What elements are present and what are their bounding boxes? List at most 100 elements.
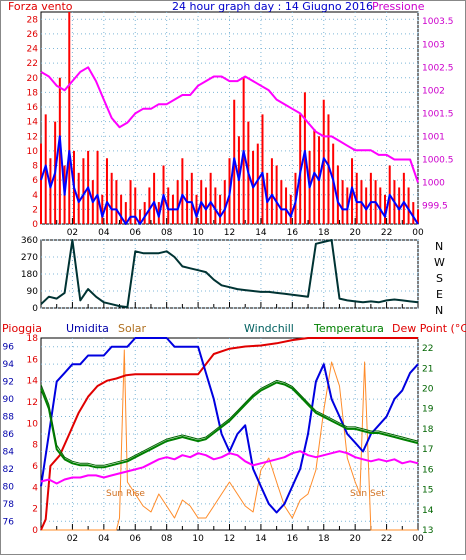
- wind-avg-line: [40, 135, 419, 225]
- p2-left-tick-3: 270: [21, 253, 38, 263]
- p3-rain-tick-1: 2: [32, 505, 38, 515]
- sun-set-annotation: Sun Set: [350, 489, 385, 499]
- p1-right-tick-8: 1003.5: [422, 17, 454, 27]
- x-tick-label-0-11: 00: [412, 228, 424, 238]
- p3-temp-tick-1: 14: [422, 506, 434, 516]
- x-tick-label-0-8: 18: [318, 228, 330, 238]
- p3-humidity-tick-7: 90: [3, 395, 15, 405]
- p1-left-tick-8: 16: [27, 103, 39, 113]
- x-tick-label-2-9: 20: [349, 534, 361, 544]
- dewpoint-label: Dew Point (°C): [392, 322, 466, 335]
- windchill-line: [40, 381, 419, 469]
- p3-humidity-tick-8: 92: [3, 378, 14, 388]
- compass-north-top: N: [435, 240, 443, 253]
- p1-left-tick-7: 14: [27, 118, 39, 128]
- compass-north-bottom: N: [435, 304, 443, 317]
- x-tick-label-2-1: 04: [98, 534, 110, 544]
- x-tick-label-2-7: 16: [287, 534, 299, 544]
- p3-humidity-tick-10: 96: [3, 343, 15, 353]
- p3-humidity-tick-2: 80: [3, 482, 15, 492]
- solar-label: Solar: [118, 322, 147, 335]
- dewpoint-line: [40, 450, 419, 485]
- x-tick-label-0-2: 06: [130, 228, 142, 238]
- p3-humidity-tick-0: 76: [3, 517, 15, 527]
- x-tick-label-0-0: 02: [67, 228, 78, 238]
- x-tick-label-2-6: 14: [255, 534, 267, 544]
- p2-left-tick-1: 90: [27, 287, 39, 297]
- x-tick-label-0-9: 20: [349, 228, 361, 238]
- temperature-label: Temperatura: [313, 322, 384, 335]
- pressure-label: Pressione: [372, 0, 425, 13]
- x-tick-label-2-5: 12: [224, 534, 235, 544]
- p3-temp-tick-2: 15: [422, 486, 433, 496]
- p1-left-tick-1: 2: [32, 205, 38, 215]
- p1-left-tick-11: 22: [27, 59, 38, 69]
- p1-left-tick-13: 26: [27, 30, 39, 40]
- x-tick-label-0-4: 10: [192, 228, 204, 238]
- p3-temp-tick-9: 22: [422, 344, 433, 354]
- p3-temp-tick-5: 18: [422, 425, 434, 435]
- rain-label: Pioggia: [2, 322, 42, 335]
- p3-humidity-tick-3: 82: [3, 465, 14, 475]
- p3-rain-tick-5: 10: [27, 419, 39, 429]
- series-layer: [40, 12, 419, 531]
- p3-temp-tick-8: 21: [422, 364, 433, 374]
- p1-right-tick-4: 1001.5: [422, 109, 454, 119]
- temperature-line: [40, 379, 419, 466]
- p3-humidity-tick-1: 78: [3, 500, 15, 510]
- compass-east: E: [436, 288, 443, 301]
- p3-rain-tick-7: 14: [27, 377, 39, 387]
- p1-left-tick-9: 18: [27, 88, 39, 98]
- x-tick-label-0-7: 16: [287, 228, 299, 238]
- x-tick-label-0-1: 04: [98, 228, 110, 238]
- wind-direction-line: [40, 239, 419, 309]
- p1-right-tick-3: 1001: [422, 132, 445, 142]
- p1-right-tick-6: 1002.5: [422, 63, 454, 73]
- x-tick-label-2-0: 02: [67, 534, 78, 544]
- solar-line: [41, 349, 418, 531]
- x-tick-label-2-8: 18: [318, 534, 330, 544]
- rain-line: [40, 337, 418, 531]
- p2-left-tick-2: 180: [21, 270, 38, 280]
- p1-left-tick-10: 20: [27, 74, 39, 84]
- p3-rain-tick-8: 16: [27, 355, 39, 365]
- p3-temp-tick-4: 17: [422, 445, 433, 455]
- chart-title: 24 hour graph day : 14 Giugno 2016: [172, 0, 373, 13]
- p1-right-tick-2: 1000.5: [422, 155, 454, 165]
- p3-temp-tick-7: 20: [422, 385, 434, 395]
- p3-rain-tick-3: 6: [32, 462, 38, 472]
- p1-left-tick-12: 24: [27, 45, 39, 55]
- compass-south: S: [436, 272, 443, 285]
- x-tick-label-0-5: 12: [224, 228, 235, 238]
- p1-left-tick-6: 12: [27, 132, 38, 142]
- p3-humidity-tick-5: 86: [3, 430, 15, 440]
- x-tick-label-2-2: 06: [130, 534, 142, 544]
- x-tick-label-2-11: 00: [412, 534, 424, 544]
- x-tick-label-2-10: 22: [381, 534, 392, 544]
- x-tick-label-0-3: 08: [161, 228, 173, 238]
- p1-right-tick-1: 1000: [422, 179, 445, 189]
- p2-left-tick-4: 360: [21, 236, 38, 246]
- p1-right-tick-5: 1002: [422, 86, 445, 96]
- sun-rise-annotation: Sun Rise: [106, 489, 145, 499]
- p3-rain-tick-6: 12: [27, 398, 38, 408]
- x-tick-label-0-10: 22: [381, 228, 392, 238]
- p1-left-tick-14: 28: [27, 15, 39, 25]
- p1-left-tick-2: 4: [32, 191, 38, 201]
- p1-right-tick-7: 1003: [422, 40, 445, 50]
- p2-left-tick-0: 0: [32, 304, 38, 314]
- p1-right-tick-0: 999.5: [422, 202, 448, 212]
- p3-rain-tick-0: 0: [32, 526, 38, 536]
- p1-left-tick-4: 8: [32, 162, 38, 172]
- windchill-label: Windchill: [244, 322, 294, 335]
- compass-west: W: [434, 256, 445, 269]
- p3-humidity-tick-9: 94: [3, 360, 15, 370]
- humidity-line: [40, 337, 419, 514]
- pressure-line: [40, 66, 419, 183]
- p3-rain-tick-9: 18: [27, 334, 39, 344]
- p3-rain-tick-2: 4: [32, 483, 38, 493]
- wind-force-label: Forza vento: [8, 0, 73, 13]
